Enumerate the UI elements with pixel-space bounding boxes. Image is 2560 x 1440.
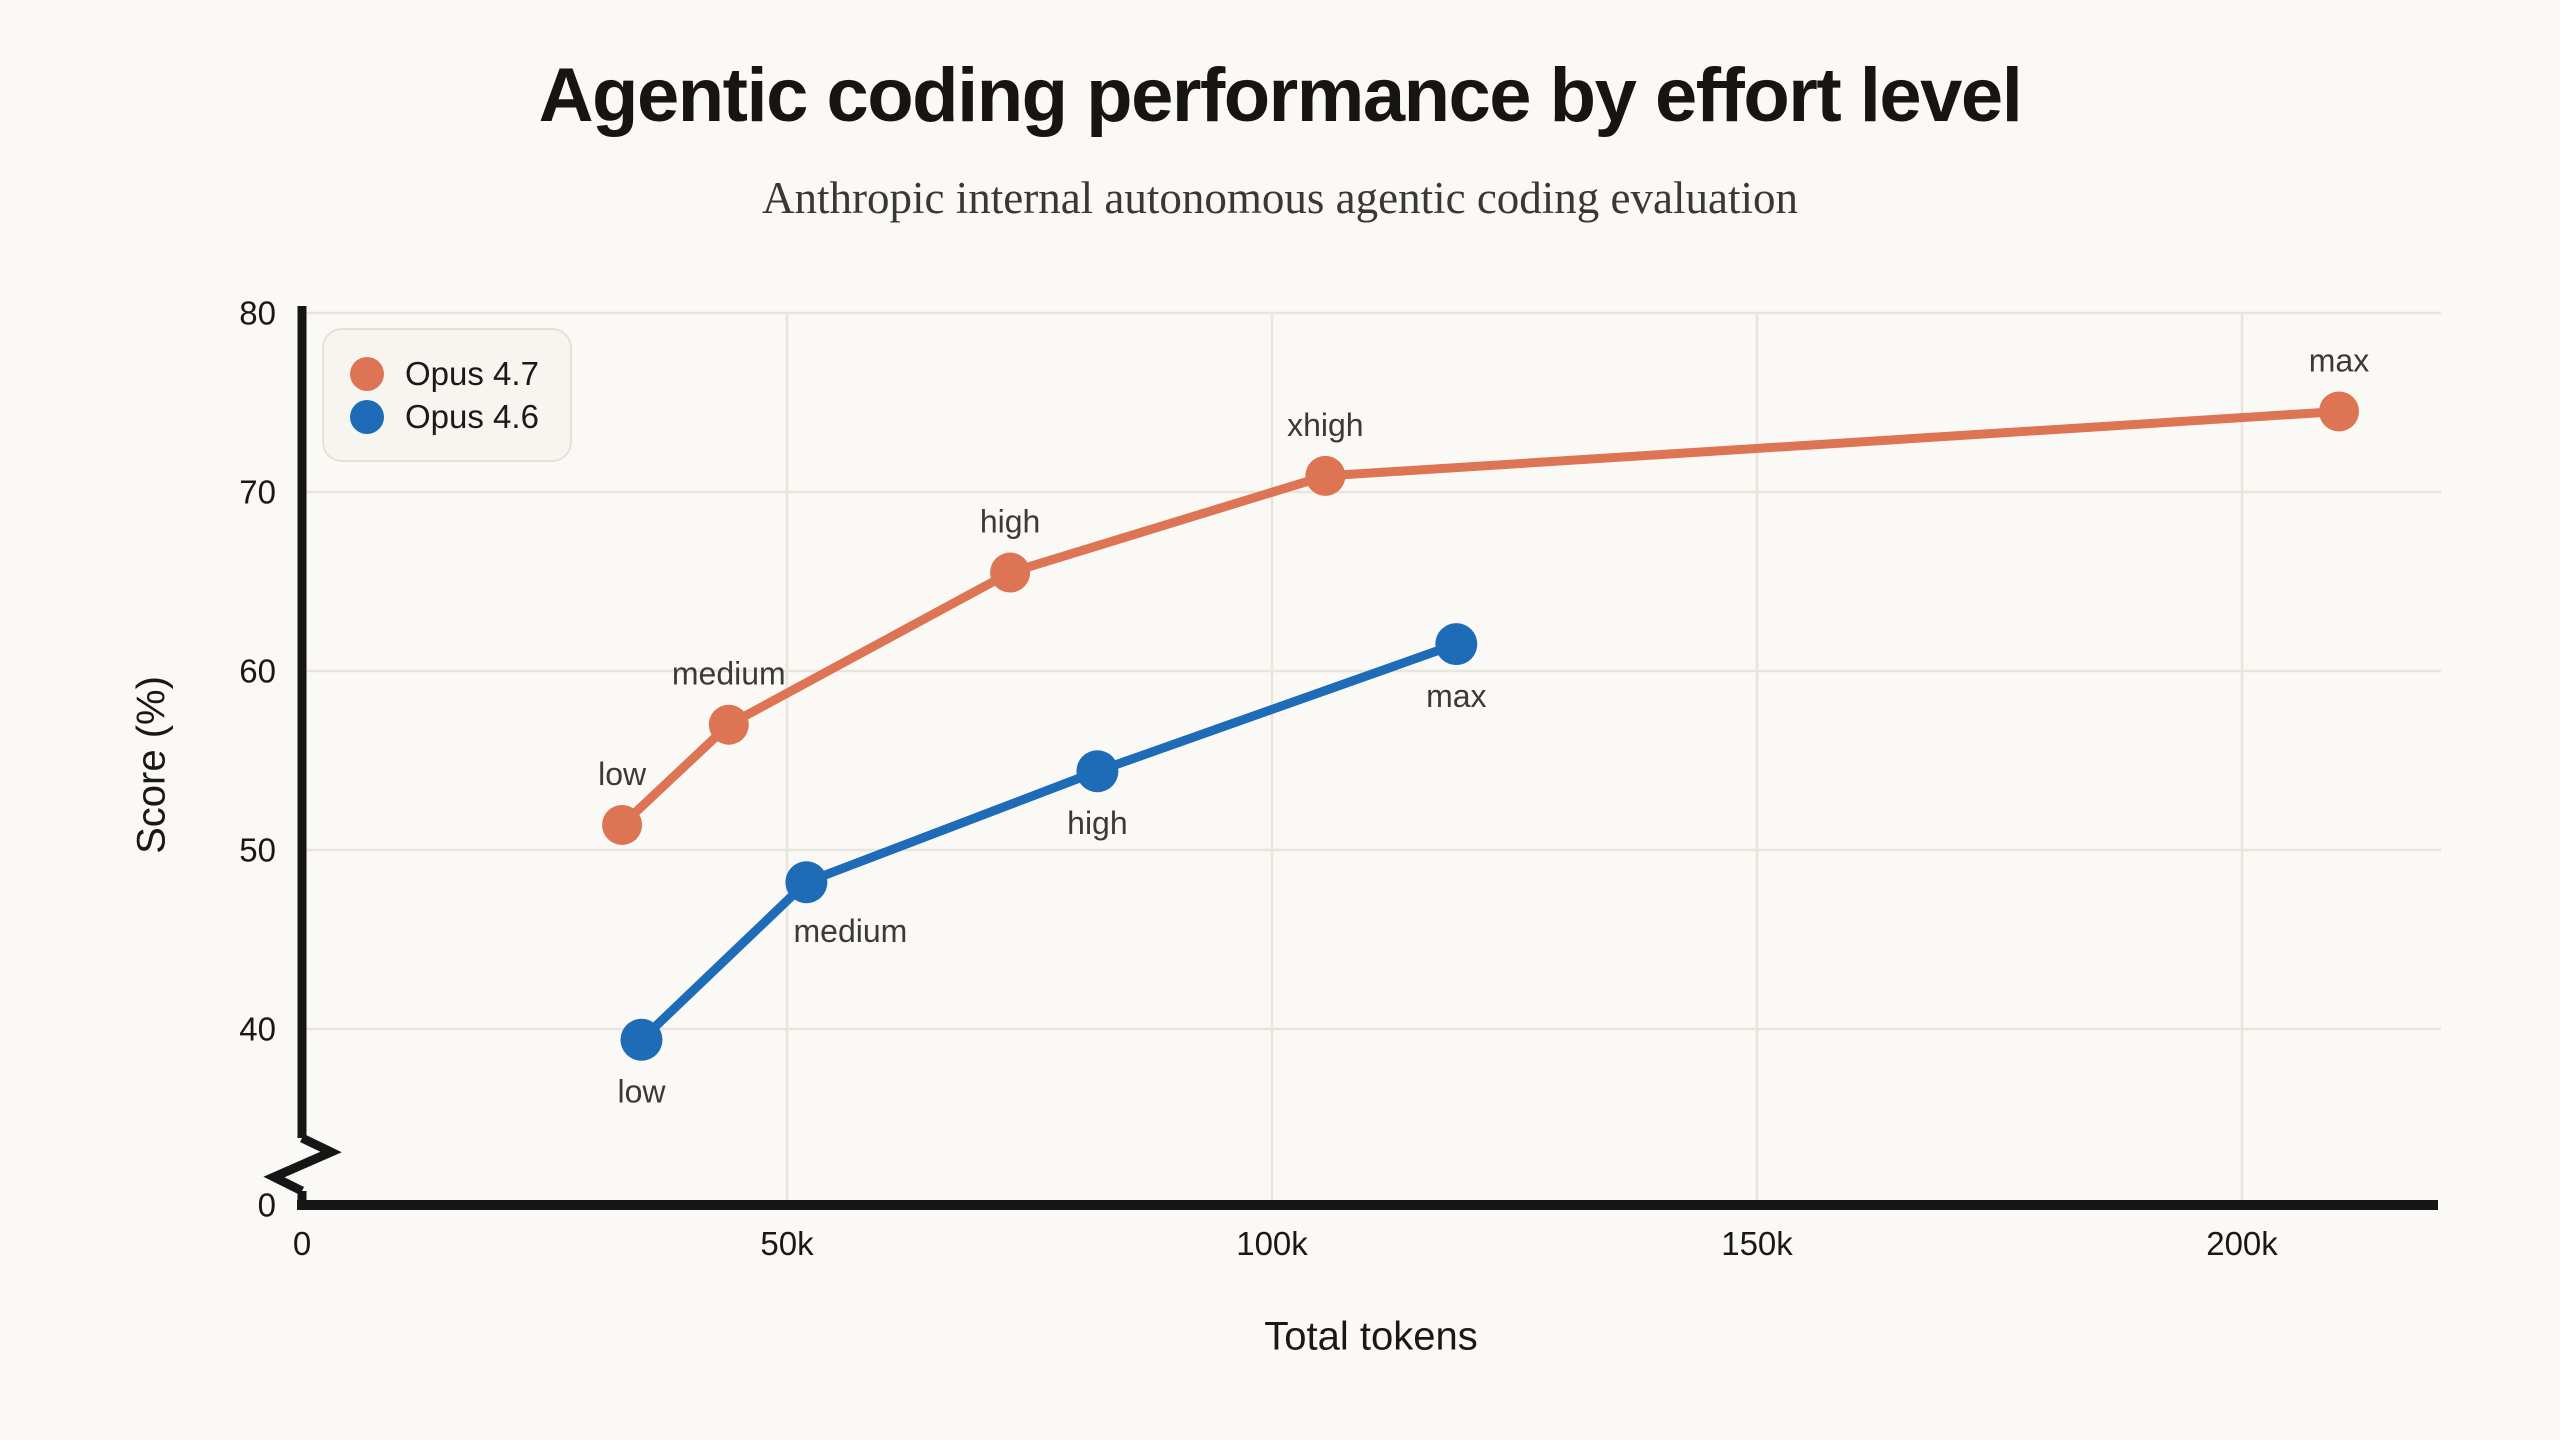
y-tick-label: 0 — [258, 1187, 276, 1224]
y-tick-label: 40 — [239, 1011, 276, 1048]
data-point — [602, 804, 643, 845]
legend-swatch-icon — [350, 356, 384, 391]
point-label: xhigh — [1287, 407, 1364, 443]
y-axis-break-icon — [263, 1133, 342, 1196]
data-point — [1076, 750, 1119, 793]
legend-label: Opus 4.7 — [405, 355, 539, 392]
x-tick-label: 150k — [1721, 1225, 1793, 1262]
point-label: medium — [793, 913, 907, 949]
series-line — [637, 639, 1461, 1045]
chart-legend: Opus 4.7 Opus 4.6 — [322, 328, 572, 462]
point-label: low — [598, 756, 647, 792]
data-point — [785, 861, 828, 904]
point-label: high — [1067, 805, 1128, 841]
y-tick-label: 50 — [239, 832, 276, 869]
point-label: low — [617, 1074, 666, 1110]
data-point — [708, 704, 749, 745]
x-axis-title: Total tokens — [1264, 1314, 1478, 1359]
series-line — [617, 406, 2344, 830]
point-label: high — [980, 504, 1041, 540]
legend-swatch-icon — [350, 399, 384, 434]
x-tick-label: 100k — [1236, 1225, 1308, 1262]
data-point — [2319, 391, 2359, 432]
chart-subtitle: Anthropic internal autonomous agentic co… — [762, 173, 1798, 223]
page-title: Agentic coding performance by effort lev… — [538, 53, 2023, 138]
y-tick-label: 70 — [239, 474, 276, 511]
data-point — [1305, 455, 1346, 496]
x-tick-label: 200k — [2206, 1225, 2278, 1262]
legend-item-opus-4-7: Opus 4.7 — [350, 355, 570, 392]
data-point — [620, 1018, 663, 1061]
legend-label: Opus 4.6 — [405, 398, 539, 435]
y-tick-label: 80 — [239, 295, 276, 332]
x-tick-label: 0 — [293, 1225, 311, 1262]
legend-item-opus-4-6: Opus 4.6 — [350, 398, 570, 435]
point-label: medium — [672, 656, 786, 692]
x-tick-label: 50k — [760, 1225, 814, 1262]
data-point — [990, 552, 1031, 593]
point-label: max — [2309, 342, 2369, 378]
data-point — [1435, 623, 1478, 666]
point-label: max — [1426, 678, 1486, 714]
y-tick-label: 60 — [239, 653, 276, 690]
